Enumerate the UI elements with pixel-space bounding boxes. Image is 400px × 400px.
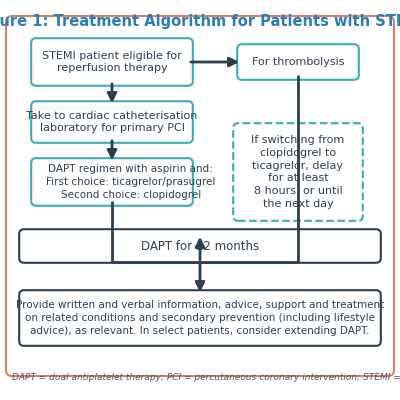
- FancyBboxPatch shape: [31, 101, 193, 143]
- FancyBboxPatch shape: [19, 229, 381, 263]
- Text: DAPT for 12 months: DAPT for 12 months: [141, 240, 259, 252]
- Text: Provide written and verbal information, advice, support and treatment
on related: Provide written and verbal information, …: [16, 300, 384, 336]
- Text: Take to cardiac catheterisation
laboratory for primary PCI: Take to cardiac catheterisation laborato…: [26, 111, 198, 133]
- Text: For thrombolysis: For thrombolysis: [252, 57, 344, 67]
- Text: DAPT regimen with aspirin and:
First choice: ticagrelor/prasugrel
Second choice:: DAPT regimen with aspirin and: First cho…: [46, 164, 215, 200]
- Text: If switching from
clopidogrel to
ticagrelor, delay
for at least
8 hours, or unti: If switching from clopidogrel to ticagre…: [251, 135, 345, 209]
- Text: DAPT = dual antiplatelet therapy; PCI = percutaneous coronary intervention; STEM: DAPT = dual antiplatelet therapy; PCI = …: [12, 373, 400, 382]
- Text: STEMI patient eligible for
reperfusion therapy: STEMI patient eligible for reperfusion t…: [42, 51, 182, 73]
- FancyBboxPatch shape: [237, 44, 359, 80]
- FancyBboxPatch shape: [31, 158, 193, 206]
- FancyBboxPatch shape: [233, 123, 363, 221]
- FancyBboxPatch shape: [31, 38, 193, 86]
- FancyBboxPatch shape: [19, 290, 381, 346]
- Text: Figure 1: Treatment Algorithm for Patients with STEMI: Figure 1: Treatment Algorithm for Patien…: [0, 14, 400, 29]
